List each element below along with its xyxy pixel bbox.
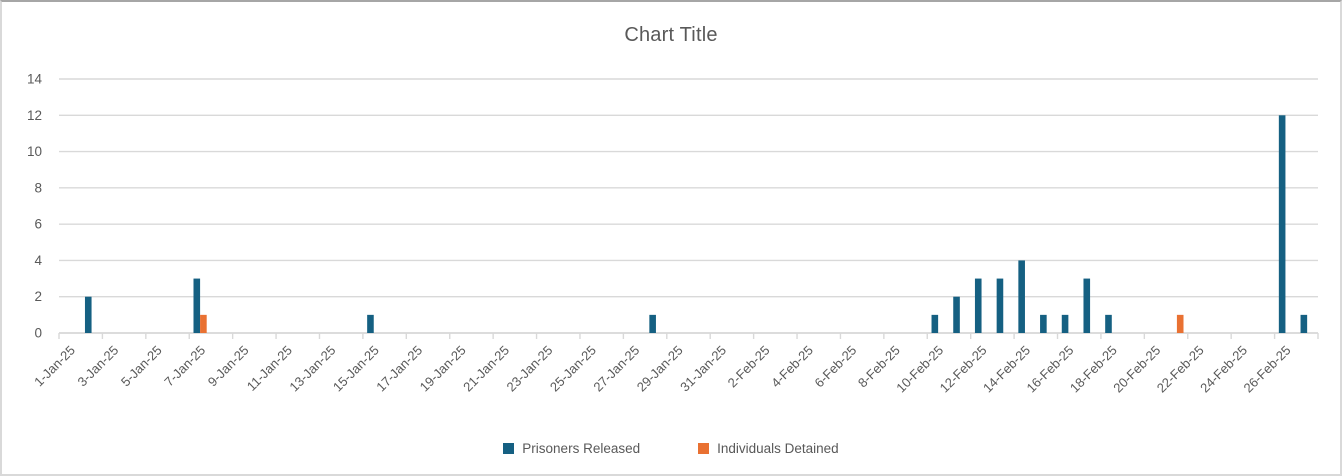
plot-area[interactable]: 0 2 4 6 8 10 12 14 1-Jan-253-Jan-255-Jan-257-Jan… [2, 2, 1342, 422]
x-axis-tick-label: 13-Jan-25 [286, 343, 338, 395]
bar-detained-21-Feb-25[interactable] [1176, 314, 1184, 333]
legend-item-individuals-detained[interactable]: Individuals Detained [698, 441, 839, 456]
bar-released-26-Feb-25[interactable] [1278, 115, 1286, 334]
y-axis-tick-label: 0 [34, 326, 42, 341]
x-axis-tick-label: 23-Jan-25 [504, 343, 556, 395]
x-axis-tick-label: 25-Jan-25 [547, 343, 599, 395]
x-axis-tick-label: 7-Jan-25 [161, 343, 208, 390]
bar-released-16-Feb-25[interactable] [1061, 314, 1069, 333]
detained-series-swatch-icon [698, 443, 710, 454]
x-axis-tick-label: 27-Jan-25 [590, 343, 642, 395]
y-axis-tick-label: 12 [27, 108, 42, 123]
legend-label: Prisoners Released [522, 441, 641, 456]
bar-released-17-Feb-25[interactable] [1083, 278, 1091, 333]
x-axis-tick-label: 3-Jan-25 [74, 343, 121, 390]
x-axis-tick-label: 17-Jan-25 [373, 343, 425, 395]
legend: Prisoners Released Individuals Detained [2, 441, 1340, 456]
bar-released-11-Feb-25[interactable] [953, 296, 960, 333]
y-axis-tick-label: 8 [34, 180, 42, 195]
y-axis-tick-label: 6 [34, 217, 42, 232]
x-axis-tick-label: 1-Jan-25 [31, 343, 78, 390]
bar-detained-7-Jan-25[interactable] [200, 314, 207, 333]
bar-released-15-Feb-25[interactable] [1040, 314, 1047, 333]
x-axis-tick-label: 29-Jan-25 [634, 343, 686, 395]
bar-released-2-Jan-25[interactable] [84, 296, 92, 333]
x-axis-tick-label: 31-Jan-25 [677, 343, 729, 395]
x-axis-tick-label: 5-Jan-25 [118, 343, 165, 390]
x-axis-tick-label: 4-Feb-25 [768, 343, 816, 391]
y-axis-tick-label: 14 [27, 72, 43, 87]
legend-label: Individuals Detained [717, 441, 839, 456]
bar-released-28-Jan-25[interactable] [649, 314, 656, 333]
chart-title[interactable]: Chart Title [624, 24, 718, 46]
bar-released-14-Feb-25[interactable] [1018, 260, 1025, 333]
legend-item-prisoners-released[interactable]: Prisoners Released [503, 441, 640, 456]
bar-released-27-Feb-25[interactable] [1300, 314, 1308, 333]
bar-released-15-Jan-25[interactable] [367, 314, 374, 333]
bar-released-10-Feb-25[interactable] [931, 314, 939, 333]
x-axis-tick-label: 6-Feb-25 [812, 343, 860, 391]
bar-released-12-Feb-25[interactable] [974, 278, 982, 333]
bar-released-13-Feb-25[interactable] [996, 278, 1004, 333]
bar-released-18-Feb-25[interactable] [1105, 314, 1112, 333]
y-axis-tick-label: 10 [27, 144, 42, 159]
y-axis-tick-label: 2 [34, 289, 42, 304]
x-axis-tick-label: 19-Jan-25 [417, 343, 469, 395]
x-axis-tick-label: 26-Feb-25 [1241, 343, 1294, 396]
x-axis-tick-label: 2-Feb-25 [725, 343, 773, 391]
released-series-swatch-icon [503, 443, 515, 454]
bar-released-7-Jan-25[interactable] [193, 278, 201, 333]
y-axis-tick-label: 4 [34, 253, 42, 268]
x-axis-tick-label: 15-Jan-25 [330, 343, 382, 395]
x-axis-tick-label: 21-Jan-25 [460, 343, 512, 395]
